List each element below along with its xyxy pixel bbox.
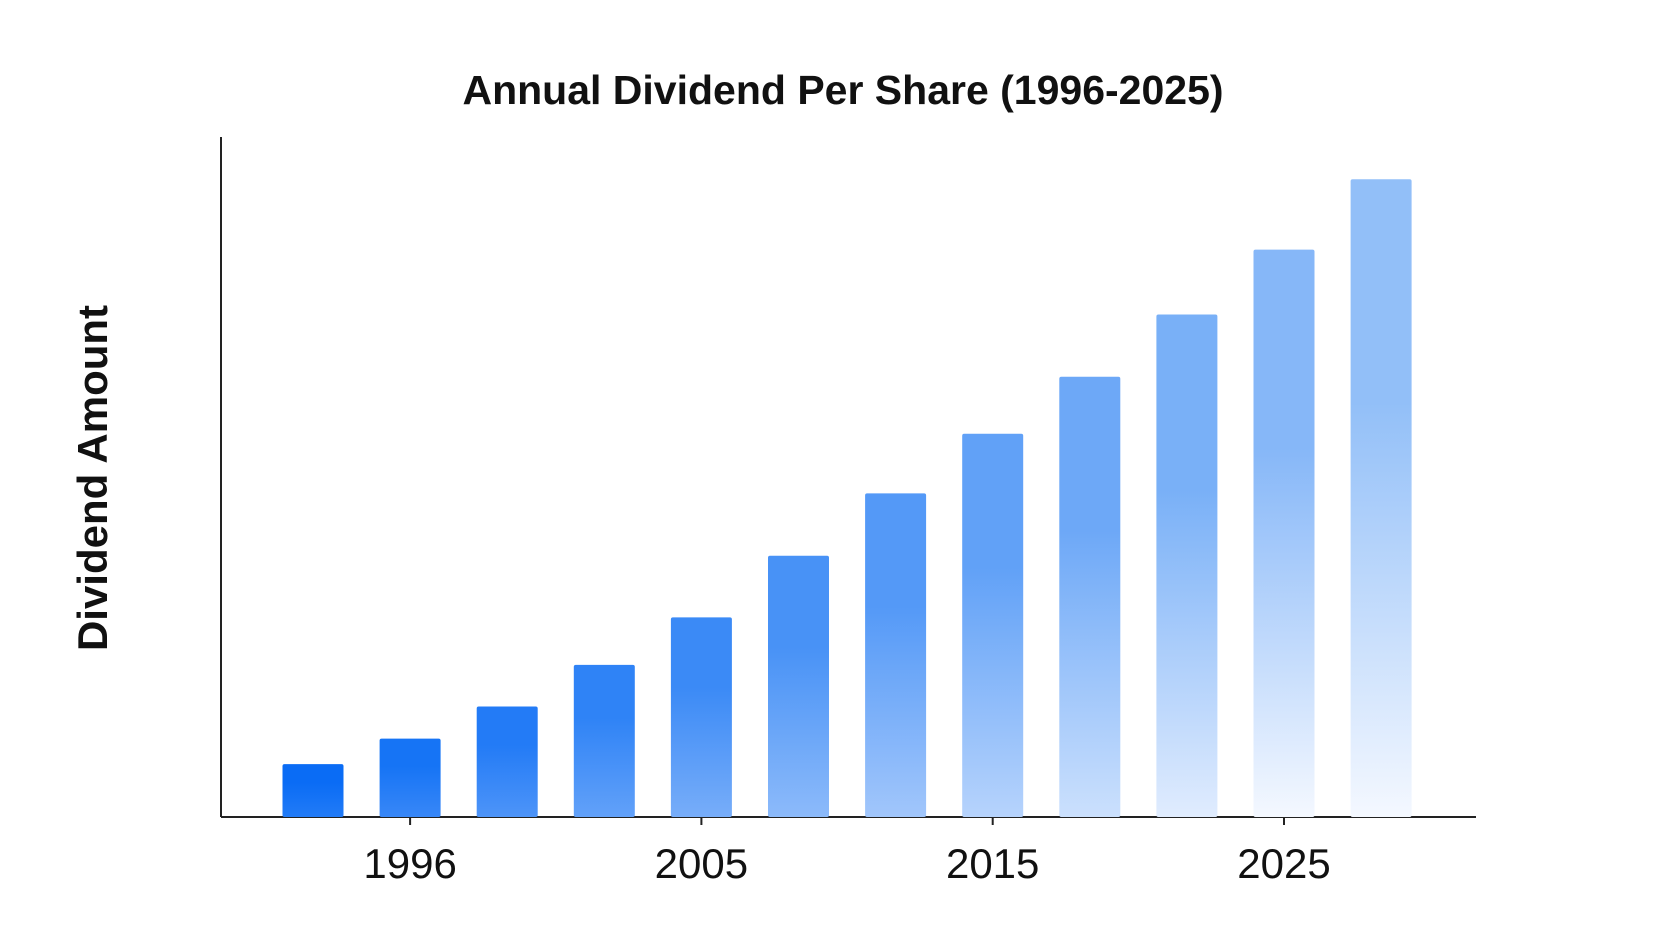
bar-2025 — [1253, 249, 1315, 818]
bar-1996 — [379, 738, 441, 817]
x-tick-label-2015: 2015 — [946, 840, 1039, 887]
chart-title: Annual Dividend Per Share (1996-2025) — [462, 67, 1223, 113]
bar-1993 — [282, 764, 344, 817]
x-tick-label-2025: 2025 — [1237, 840, 1330, 887]
bar-2022 — [1156, 314, 1218, 817]
bar-2008 — [768, 555, 829, 817]
bar-2015 — [962, 433, 1024, 817]
bar-2005 — [670, 617, 732, 817]
bars — [282, 179, 1412, 818]
y-axis-label: Dividend Amount — [69, 305, 116, 651]
x-ticks: 1996 2005 2015 2025 — [363, 817, 1331, 887]
bar-2018 — [1059, 376, 1121, 817]
x-tick-label-1996: 1996 — [363, 840, 456, 887]
bar-1999 — [476, 706, 538, 817]
bar-2028 — [1350, 179, 1412, 817]
bar-2012 — [865, 493, 927, 817]
bar-2002 — [573, 664, 635, 817]
x-tick-label-2005: 2005 — [655, 840, 748, 887]
